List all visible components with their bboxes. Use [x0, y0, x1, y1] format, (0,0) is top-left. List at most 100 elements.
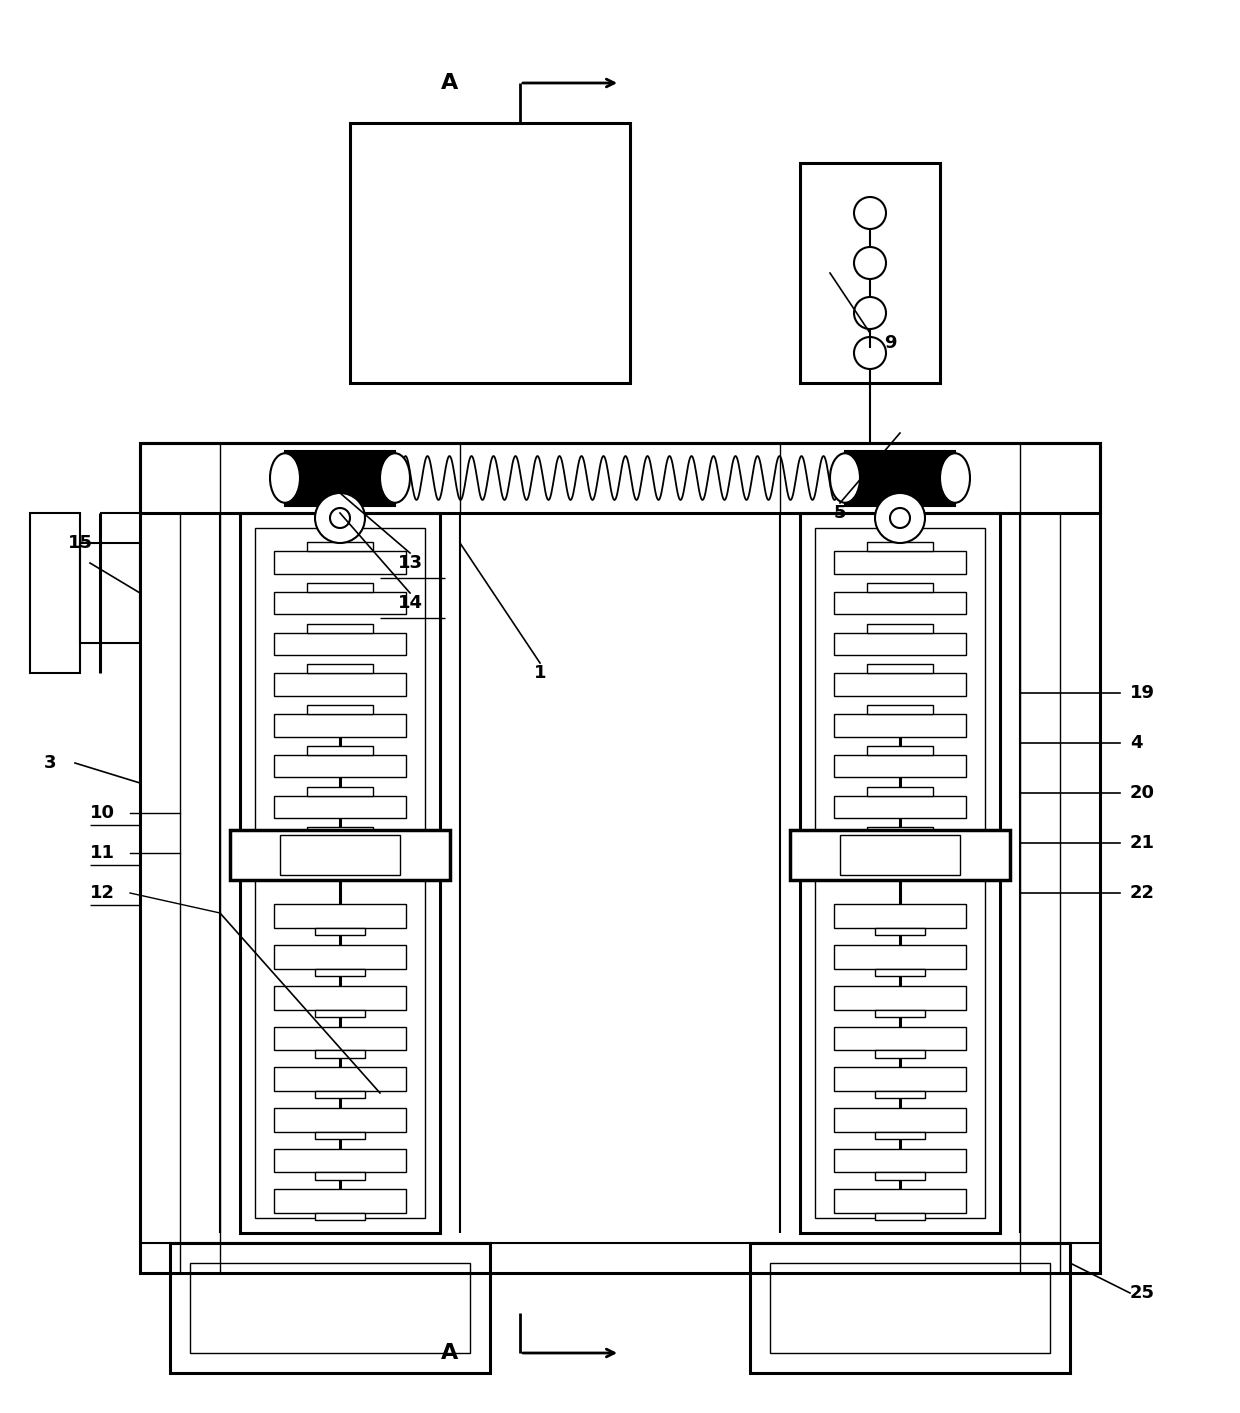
Bar — [835, 755, 966, 777]
Bar — [835, 836, 966, 859]
Bar — [750, 1243, 1070, 1373]
Bar — [274, 755, 405, 777]
Ellipse shape — [270, 454, 300, 503]
Bar — [835, 1190, 966, 1212]
Ellipse shape — [940, 454, 970, 503]
Bar — [835, 592, 966, 615]
Bar — [274, 904, 405, 928]
Text: 15: 15 — [67, 534, 93, 552]
Bar — [867, 705, 932, 714]
Text: 11: 11 — [91, 844, 115, 862]
Bar — [875, 1050, 925, 1057]
Bar — [81, 543, 140, 643]
Bar — [867, 827, 932, 836]
Bar — [274, 796, 405, 818]
Ellipse shape — [830, 454, 861, 503]
Circle shape — [315, 493, 365, 543]
Text: 21: 21 — [1130, 834, 1154, 852]
Bar — [835, 551, 966, 574]
Text: 14: 14 — [398, 593, 423, 612]
Bar — [274, 633, 405, 656]
Bar — [867, 623, 932, 633]
Bar — [835, 904, 966, 928]
Bar — [315, 1173, 365, 1180]
Text: 4: 4 — [1130, 733, 1142, 752]
Bar — [835, 674, 966, 695]
Circle shape — [890, 509, 910, 528]
Bar — [867, 787, 932, 796]
Bar — [867, 543, 932, 551]
Text: 25: 25 — [1130, 1284, 1154, 1301]
Bar — [875, 1212, 925, 1221]
Bar — [308, 543, 373, 551]
Circle shape — [875, 493, 925, 543]
Bar — [875, 928, 925, 935]
Bar — [875, 1173, 925, 1180]
Bar — [835, 1067, 966, 1091]
Bar — [835, 714, 966, 736]
Bar — [274, 714, 405, 736]
Bar — [315, 1050, 365, 1057]
Bar — [315, 1009, 365, 1017]
Bar — [274, 945, 405, 969]
Bar — [790, 829, 1011, 880]
Text: A: A — [441, 73, 459, 93]
Text: A: A — [441, 1342, 459, 1364]
Bar — [274, 1027, 405, 1050]
Bar — [285, 451, 396, 506]
Bar — [280, 835, 401, 875]
Bar — [800, 162, 940, 383]
Bar — [815, 528, 985, 1218]
Text: 19: 19 — [1130, 684, 1154, 702]
Bar — [308, 623, 373, 633]
Bar — [241, 513, 440, 1234]
Bar — [274, 1149, 405, 1173]
Text: 5: 5 — [833, 504, 846, 521]
Bar — [770, 1263, 1050, 1354]
Bar — [867, 584, 932, 592]
Bar — [315, 1212, 365, 1221]
Text: 1: 1 — [533, 664, 547, 682]
Text: 22: 22 — [1130, 885, 1154, 901]
Bar — [140, 444, 1100, 513]
Bar — [875, 969, 925, 976]
Bar — [800, 513, 999, 1234]
Circle shape — [330, 509, 350, 528]
Bar — [315, 928, 365, 935]
Bar — [315, 969, 365, 976]
Ellipse shape — [379, 454, 410, 503]
Bar — [308, 787, 373, 796]
Bar — [835, 1108, 966, 1132]
Bar — [839, 835, 960, 875]
Text: 3: 3 — [43, 755, 56, 771]
Bar — [835, 1027, 966, 1050]
Bar — [308, 827, 373, 836]
Text: 10: 10 — [91, 804, 115, 822]
Bar — [190, 1263, 470, 1354]
Bar — [308, 664, 373, 674]
Bar — [875, 1132, 925, 1139]
Bar — [875, 1009, 925, 1017]
Bar — [170, 1243, 490, 1373]
Bar — [274, 836, 405, 859]
Bar — [30, 513, 81, 673]
Bar — [308, 705, 373, 714]
Bar — [835, 986, 966, 1009]
Bar — [229, 829, 450, 880]
Bar — [315, 1132, 365, 1139]
Bar — [835, 945, 966, 969]
Bar — [835, 796, 966, 818]
Bar — [255, 528, 425, 1218]
Bar — [274, 1108, 405, 1132]
Text: 20: 20 — [1130, 784, 1154, 803]
Bar — [274, 986, 405, 1009]
Bar — [844, 451, 955, 506]
Bar — [867, 746, 932, 755]
Text: 13: 13 — [398, 554, 423, 572]
Text: 9: 9 — [884, 333, 897, 352]
Bar — [140, 444, 1100, 1273]
Bar — [308, 584, 373, 592]
Bar — [315, 1091, 365, 1098]
Bar — [274, 551, 405, 574]
Bar — [274, 674, 405, 695]
